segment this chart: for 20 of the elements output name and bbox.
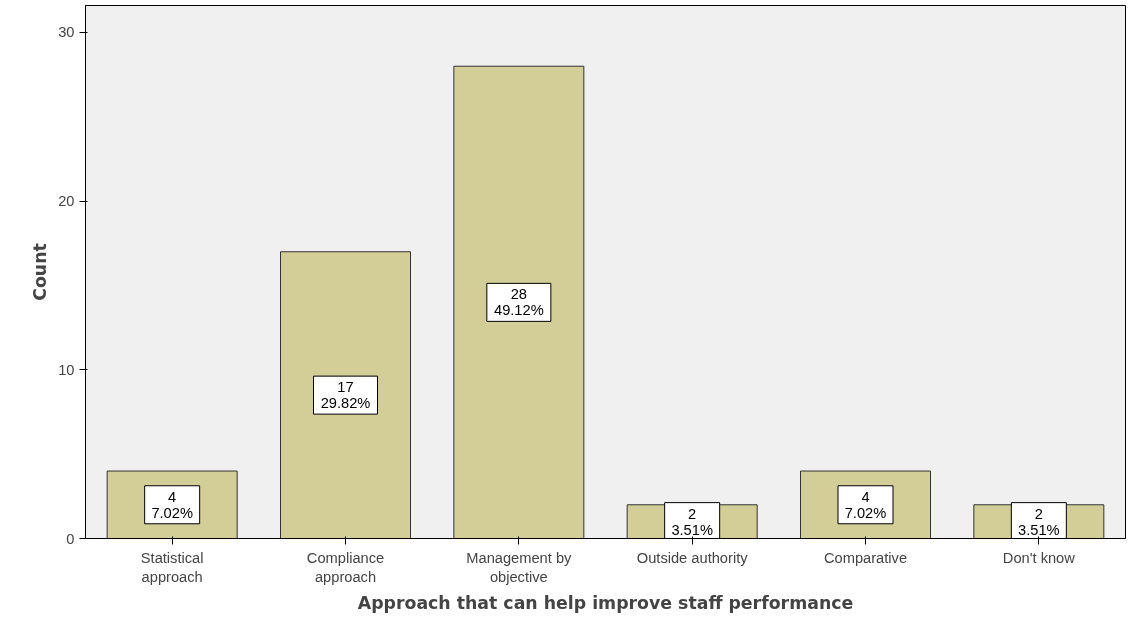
x-tick-label: Outside authority	[636, 549, 749, 566]
x-axis-title: Approach that can help improve staff performance	[357, 592, 854, 613]
y-tick-label: 10	[58, 361, 75, 378]
x-tick-label: Statistical approach	[140, 549, 204, 585]
text: 17 29.82%	[320, 379, 371, 412]
y-tick-label: 20	[58, 193, 75, 210]
y-tick-label: 30	[58, 24, 75, 41]
bar	[453, 65, 585, 539]
text: 4 7.02%	[151, 488, 193, 521]
x-tick-label: Comparative	[823, 549, 908, 566]
text: 4 7.02%	[844, 488, 887, 521]
bar	[280, 251, 411, 539]
x-tick-label: Don't know	[1002, 549, 1076, 566]
y-tick-label: 0	[66, 530, 75, 547]
x-tick-label: Compliance approach	[306, 549, 385, 585]
text: 2 3.51%	[671, 505, 713, 538]
text: 2 3.51%	[1018, 505, 1060, 538]
text: 28 49.12%	[493, 286, 544, 319]
x-tick-label: Management by objective	[466, 549, 573, 585]
y-axis-title: Count	[30, 243, 51, 301]
